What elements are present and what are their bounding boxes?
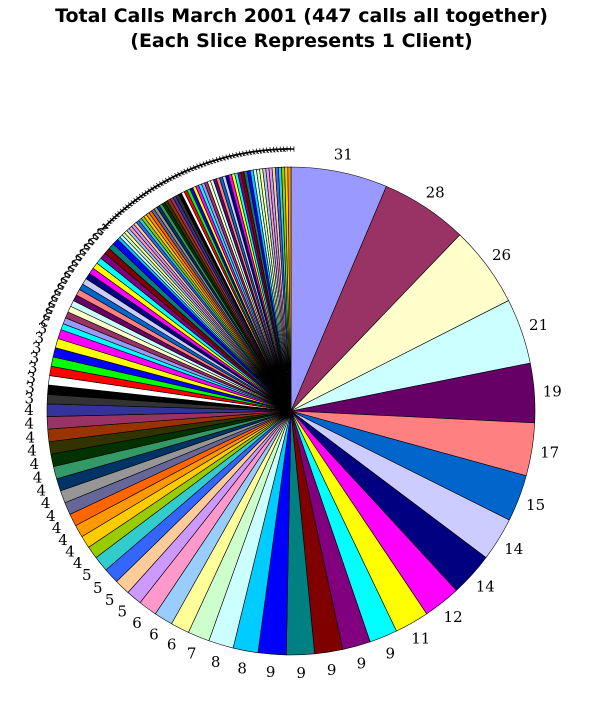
pie-data-label-34: 4 xyxy=(33,468,43,486)
pie-data-label-40: 3 xyxy=(25,389,35,407)
pie-data-label-124: 1 xyxy=(277,144,295,154)
pie-slice-125 xyxy=(287,166,292,412)
pie-data-label-24: 5 xyxy=(105,591,115,609)
pie-slices xyxy=(46,166,536,656)
pie-data-label-45: 3 xyxy=(32,339,42,357)
pie-data-label-25: 5 xyxy=(93,579,103,597)
pie-data-label-16: 9 xyxy=(266,663,276,681)
pie-data-label-125: 1 xyxy=(280,144,298,154)
pie-data-label-23: 5 xyxy=(118,603,128,621)
pie-data-label-42: 3 xyxy=(26,369,36,387)
pie-data-label-112: 1 xyxy=(236,147,255,160)
pie-data-label-9: 14 xyxy=(476,578,495,596)
pie-data-label-4: 21 xyxy=(529,316,548,334)
pie-data-label-3: 26 xyxy=(492,246,511,264)
pie-data-label-44: 3 xyxy=(30,349,40,367)
pie-data-label-115: 1 xyxy=(246,145,265,157)
pie-data-label-122: 1 xyxy=(270,144,288,154)
pie-data-label-29: 4 xyxy=(58,531,68,549)
pie-data-label-5: 19 xyxy=(543,383,562,401)
pie-data-label-28: 4 xyxy=(65,543,75,561)
pie-data-label-120: 1 xyxy=(263,144,282,155)
pie-data-label-15: 9 xyxy=(296,664,306,682)
chart-title: Total Calls March 2001 (447 calls all to… xyxy=(55,5,548,27)
pie-data-label-1: 31 xyxy=(334,145,353,163)
pie-data-label-113: 1 xyxy=(239,146,258,158)
pie-data-label-19: 7 xyxy=(187,645,197,663)
pie-data-label-116: 1 xyxy=(249,145,268,157)
pie-data-label-47: 3 xyxy=(38,319,48,337)
pie-data-label-118: 1 xyxy=(256,145,275,156)
pie-data-label-109: 1 xyxy=(226,148,246,161)
pie-data-label-119: 1 xyxy=(260,144,279,155)
pie-data-label-31: 4 xyxy=(46,507,56,525)
pie-data-label-18: 8 xyxy=(211,653,221,671)
pie-data-label-38: 4 xyxy=(25,415,35,433)
pie-data-label-46: 3 xyxy=(35,329,45,347)
pie-data-label-37: 4 xyxy=(26,428,36,446)
pie-data-label-111: 1 xyxy=(232,147,251,160)
pie-data-label-12: 9 xyxy=(386,645,396,663)
pie-data-label-10: 12 xyxy=(444,608,463,626)
pie-data-label-43: 3 xyxy=(28,359,38,377)
pie-data-label-6: 17 xyxy=(540,443,559,461)
pie-data-label-117: 1 xyxy=(253,145,272,156)
pie-data-label-110: 1 xyxy=(229,148,249,161)
pie-data-label-27: 4 xyxy=(73,554,83,572)
chart-title-block: Total Calls March 2001 (447 calls all to… xyxy=(0,4,603,54)
pie-data-label-107: 1 xyxy=(219,150,239,164)
pie-data-label-105: 1 xyxy=(212,151,232,165)
pie-data-label-13: 9 xyxy=(357,654,367,672)
pie-data-label-17: 8 xyxy=(237,659,247,677)
pie-data-label-32: 4 xyxy=(41,494,51,512)
pie-data-label-114: 1 xyxy=(242,146,261,158)
pie-data-label-14: 9 xyxy=(327,661,337,679)
pie-data-label-20: 6 xyxy=(167,635,177,653)
pie-data-label-108: 1 xyxy=(222,149,242,162)
pie-data-label-121: 1 xyxy=(266,144,285,155)
pie-data-label-11: 11 xyxy=(411,630,430,648)
pie-data-label-36: 4 xyxy=(27,442,37,460)
pie-data-label-104: 1 xyxy=(209,152,229,166)
pie-data-label-26: 5 xyxy=(82,566,92,584)
pie-data-label-2: 28 xyxy=(426,183,445,201)
pie-data-label-22: 6 xyxy=(132,614,142,632)
pie-data-label-8: 14 xyxy=(504,540,523,558)
pie-data-label-123: 1 xyxy=(273,144,291,154)
pie-data-label-41: 3 xyxy=(25,379,35,397)
pie-data-label-39: 4 xyxy=(24,401,34,419)
pie-data-label-35: 4 xyxy=(30,455,40,473)
pie-data-label-21: 6 xyxy=(149,625,159,643)
pie-data-label-106: 1 xyxy=(216,150,236,164)
pie-data-label-30: 4 xyxy=(52,519,62,537)
pie-data-label-33: 4 xyxy=(37,481,47,499)
chart-subtitle: (Each Slice Represents 1 Client) xyxy=(130,30,473,52)
pie-data-label-7: 15 xyxy=(526,496,545,514)
